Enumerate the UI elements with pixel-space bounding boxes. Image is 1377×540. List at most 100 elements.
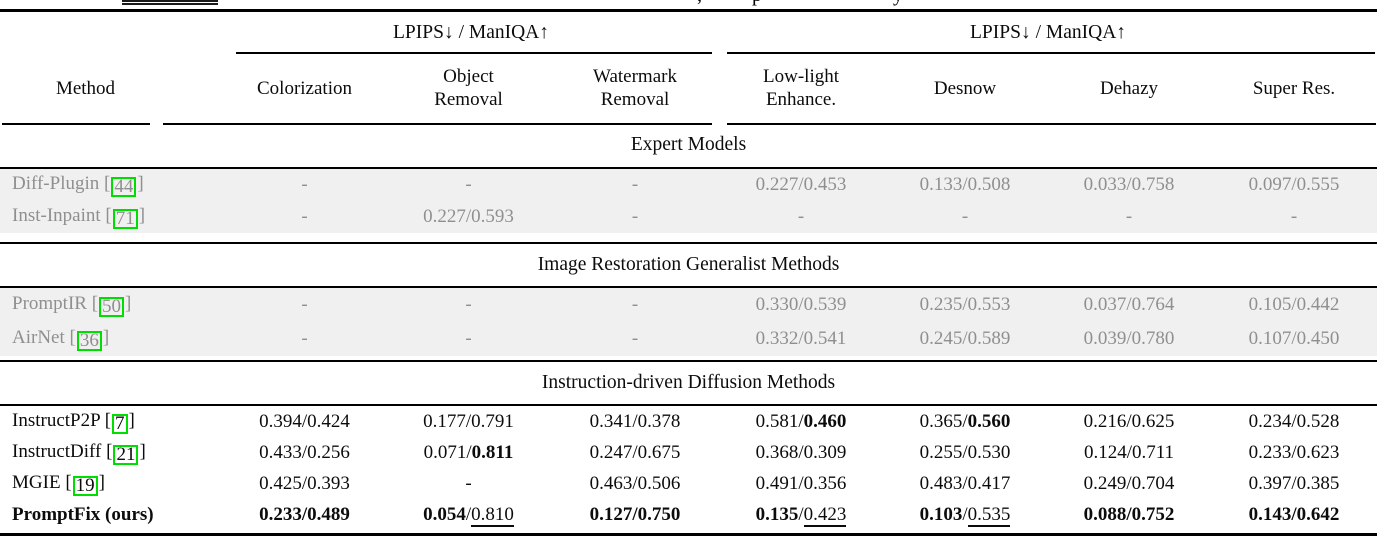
metric-cell: 0.227/0.453: [719, 168, 884, 201]
metric-cell: 0.124/0.711: [1083, 441, 1175, 463]
metric-cell: -: [551, 287, 720, 322]
second-best-value: 0.810: [471, 503, 514, 527]
best-value: 0.460: [803, 410, 847, 432]
metric-cell: 0.227/0.593: [386, 201, 551, 233]
metric-cell: 0.255/0.530: [919, 441, 1011, 463]
metric-cell: 0.332/0.541: [719, 322, 884, 356]
method-cell: InstructDiff [21]: [12, 440, 146, 465]
metric-group-left: LPIPS↓ / ManIQA↑: [393, 21, 550, 43]
metric-cell: -: [1211, 201, 1377, 233]
column-header-object-removal: Object Removal: [434, 66, 503, 110]
table-row: PromptIR [50] - - -0.330/0.539 0.235/0.553 0.…: [0, 287, 1377, 322]
column-header-dehazy: Dehazy: [1100, 77, 1159, 99]
method-cell: AirNet [36]: [0, 322, 223, 356]
metric-cell: 0.127/0.750: [551, 499, 719, 530]
metric-cell: -: [386, 287, 551, 322]
metric-cell: 0.235/0.553: [883, 287, 1048, 322]
second-best-value: 0.423: [803, 503, 847, 527]
method-cell: MGIE [19]: [12, 471, 105, 496]
metric-cell: 0.105/0.442: [1211, 287, 1377, 322]
metric-cell: -: [551, 322, 720, 356]
citation-link[interactable]: 7: [112, 413, 128, 434]
best-value: 0.088/0.752: [1083, 503, 1175, 525]
caption-char-fragment: y: [893, 0, 903, 5]
method-name: PromptFix (ours): [12, 503, 154, 525]
best-value: 0.054: [423, 503, 466, 525]
metric-cell: 0.233/0.489: [223, 499, 386, 530]
citation-link[interactable]: 71: [112, 209, 138, 229]
metric-cell: 0.491/0.356: [755, 472, 847, 494]
method-cell: Diff-Plugin [44]: [0, 168, 223, 201]
metric-cell: 0.330/0.539: [719, 287, 884, 322]
metric-cell: 0.054/0.810: [423, 503, 514, 527]
metric-cell: 0.425/0.393: [259, 472, 350, 494]
header-rule-method: [2, 123, 150, 125]
metric-cell: 0.247/0.675: [589, 441, 681, 463]
metric-cell: 0.097/0.555: [1211, 168, 1377, 201]
table-row: InstructDiff [21] 0.433/0.256 0.071/0.811 0…: [0, 437, 1377, 468]
metric-cell: 0.177/0.791: [423, 410, 514, 432]
method-name: MGIE: [12, 471, 61, 493]
metric-cell: -: [551, 201, 720, 233]
method-cell: Inst-Inpaint [71]: [0, 201, 223, 233]
citation-link[interactable]: 44: [111, 177, 137, 197]
metric-cell: 0.433/0.256: [259, 441, 350, 463]
metric-cell: -: [719, 201, 884, 233]
method-cell: PromptIR [50]: [0, 287, 223, 322]
method-name: Inst-Inpaint: [12, 205, 101, 226]
metric-cell: -: [551, 168, 720, 201]
caption-char-fragment: p: [752, 0, 762, 5]
metric-cell: 0.103/0.535: [919, 503, 1011, 527]
section-spacer: [0, 233, 1377, 244]
group-header-blank: [0, 11, 223, 54]
best-value: 0.560: [967, 410, 1011, 432]
column-header-watermark-removal: Watermark Removal: [593, 66, 677, 110]
metric-cell: 0.107/0.450: [1211, 322, 1377, 356]
metric-cell: -: [465, 472, 472, 494]
bottom-padding-row: [0, 530, 1377, 535]
metric-cell: 0.234/0.528: [1248, 410, 1340, 432]
metric-group-header-row: LPIPS↓ / ManIQA↑ LPIPS↓ / ManIQA↑: [0, 11, 1377, 54]
column-header-method: Method: [55, 77, 116, 99]
metric-cell: 0.071/0.811: [423, 441, 514, 463]
metric-cell: 0.088/0.752: [1047, 499, 1211, 530]
method-name: AirNet: [12, 327, 65, 348]
table-row: InstructP2P [7] 0.394/0.424 0.177/0.791 0.3…: [0, 405, 1377, 437]
metric-cell: 0.397/0.385: [1248, 472, 1340, 494]
metric-cell: 0.245/0.589: [883, 322, 1048, 356]
metric-group-right: LPIPS↓ / ManIQA↑: [970, 21, 1127, 43]
metric-cell: 0.033/0.758: [1047, 168, 1212, 201]
cmidrule-left-group: [236, 52, 712, 54]
header-rule-left-group: [163, 123, 712, 125]
second-best-value: 0.535: [967, 503, 1011, 527]
metric-cell: -: [1047, 201, 1212, 233]
metric-cell: -: [223, 168, 386, 201]
method-name: InstructP2P: [12, 409, 100, 431]
section-title-row: Expert Models: [0, 123, 1377, 169]
best-value: 0.233/0.489: [259, 503, 350, 525]
section-title-row: Image Restoration Generalist Methods: [0, 243, 1377, 288]
caption-remnant: , p y: [0, 0, 1377, 9]
section-title: Instruction-driven Diffusion Methods: [0, 361, 1377, 406]
metric-cell: -: [223, 322, 386, 356]
column-header-colorization: Colorization: [257, 77, 352, 99]
section-title: Expert Models: [0, 123, 1377, 169]
metric-cell: 0.249/0.704: [1083, 472, 1175, 494]
column-header-desnow: Desnow: [933, 77, 997, 99]
header-rule-right-group: [727, 123, 1376, 125]
citation-link[interactable]: 21: [113, 444, 139, 465]
citation-link[interactable]: 36: [76, 331, 102, 351]
method-cell: PromptFix (ours): [0, 499, 223, 530]
caption-underline-fragment: [122, 0, 218, 5]
best-value: 0.811: [471, 441, 514, 463]
table-row: Diff-Plugin [44] - - -0.227/0.453 0.133/0.50…: [0, 168, 1377, 201]
cmidrule-right-group: [727, 52, 1375, 54]
metric-cell: 0.463/0.506: [589, 472, 681, 494]
metric-cell: -: [386, 168, 551, 201]
citation-link[interactable]: 19: [72, 475, 98, 496]
column-header-lowlight-enhance: Low-light Enhance.: [763, 66, 840, 110]
citation-link[interactable]: 50: [99, 297, 125, 317]
metric-cell: 0.039/0.780: [1047, 322, 1212, 356]
metric-cell: -: [386, 322, 551, 356]
